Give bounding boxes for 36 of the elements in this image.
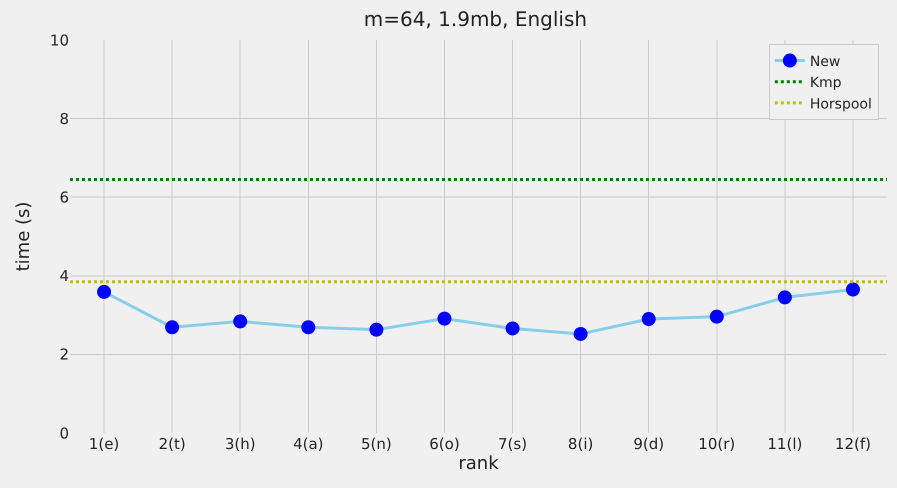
x-tick-label: 6(o) [429, 435, 460, 453]
point [506, 321, 520, 336]
y-tick-label: 0 [59, 424, 69, 442]
chart-title: m=64, 1.9mb, English [364, 7, 588, 32]
x-tick-label: 12(f) [834, 435, 871, 453]
x-tick-label: 2(t) [158, 435, 186, 453]
point [846, 282, 860, 297]
x-tick-label: 3(h) [224, 435, 256, 453]
point [165, 320, 180, 334]
point [710, 310, 724, 324]
x-tick-label: 10(r) [698, 435, 736, 453]
y-tick-label: 10 [50, 31, 69, 50]
x-tick-label: 7(s) [498, 435, 528, 453]
point [233, 314, 248, 328]
point [97, 284, 112, 299]
legend-label: Horspool [810, 96, 872, 112]
x-tick-label: 9(d) [633, 435, 664, 453]
y-tick-label: 4 [59, 267, 69, 286]
point [574, 326, 588, 341]
x-tick-label: 4(a) [293, 435, 324, 453]
legend-label: New [810, 54, 840, 70]
point [437, 312, 452, 326]
point [778, 290, 792, 304]
point [369, 322, 384, 337]
legend-label: Kmp [810, 75, 842, 92]
x-tick-label: 8(i) [568, 435, 594, 453]
point [301, 320, 316, 334]
y-tick-label: 6 [59, 188, 69, 206]
x-tick-label: 5(n) [360, 435, 392, 453]
x-tick-label: 1(e) [88, 435, 120, 453]
x-tick-label: 11(l) [767, 435, 802, 453]
y-tick-label: 2 [59, 346, 69, 364]
y-tick-label: 8 [59, 110, 69, 128]
y-axis-title: time (s) [13, 202, 34, 272]
point [642, 312, 656, 326]
x-axis-title: rank [458, 453, 500, 474]
